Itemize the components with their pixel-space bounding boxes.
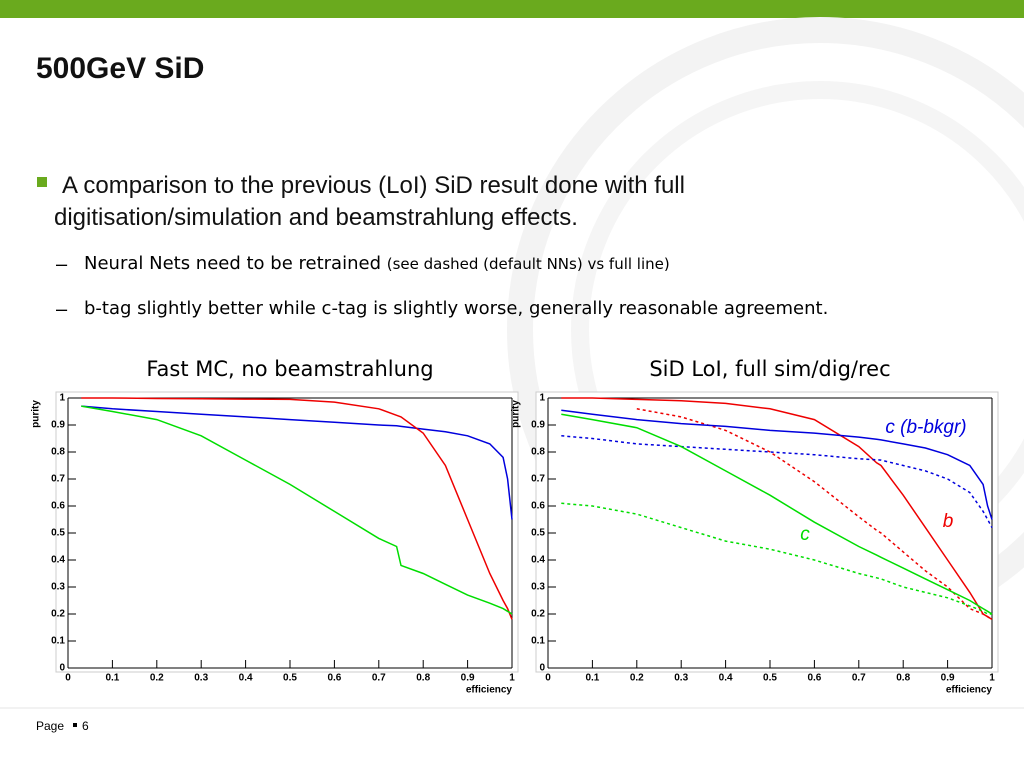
y-tick-label: 0.7 — [51, 474, 65, 485]
series-line — [81, 405, 513, 615]
plot-frame — [55, 391, 519, 673]
y-tick-label: 0.7 — [531, 474, 545, 485]
bullet: A comparison to the previous (LoI) SiD r… — [54, 172, 685, 231]
series-line — [81, 405, 513, 520]
y-tick-label: 0.5 — [531, 528, 545, 539]
y-tick-label: 0.9 — [531, 420, 545, 431]
x-tick-label: 1 — [509, 673, 515, 684]
y-tick-label: 1 — [59, 393, 65, 404]
x-tick-label: 0 — [545, 673, 551, 684]
series-line — [561, 502, 992, 615]
x-axis-label: efficiency — [946, 685, 993, 696]
y-tick-label: 0.3 — [51, 582, 65, 593]
y-axis-label: purity — [511, 400, 522, 428]
y-tick-label: 0.9 — [51, 420, 65, 431]
x-tick-label: 0.3 — [674, 673, 688, 684]
x-tick-label: 0.2 — [150, 673, 164, 684]
x-tick-label: 0.5 — [763, 673, 777, 684]
series-line — [636, 408, 993, 621]
x-tick-label: 1 — [989, 673, 995, 684]
sub-bullet-note: (see dashed (default NNs) vs full line) — [386, 255, 670, 273]
top-bar — [0, 0, 1024, 18]
y-tick-label: 0.4 — [51, 555, 65, 566]
annotation: c — [800, 524, 810, 545]
dash-marker: – — [56, 253, 68, 275]
series-line — [81, 397, 513, 620]
x-tick-label: 0.6 — [807, 673, 821, 684]
annotation: b — [943, 511, 954, 532]
x-tick-label: 0.1 — [585, 673, 599, 684]
y-tick-label: 0.4 — [531, 555, 545, 566]
annotation: c (b-bkgr) — [885, 417, 966, 438]
chart-title: SiD LoI, full sim/dig/rec — [649, 357, 890, 381]
x-tick-label: 0.7 — [372, 673, 386, 684]
footer-label: Page — [36, 719, 65, 733]
y-tick-label: 0.6 — [531, 501, 545, 512]
dash-marker: – — [56, 298, 68, 320]
x-tick-label: 0.2 — [630, 673, 644, 684]
y-tick-label: 0.1 — [531, 636, 545, 647]
sub-bullet-text: Neural Nets need to be retrained — [84, 253, 381, 274]
y-tick-label: 0 — [539, 663, 545, 674]
x-tick-label: 0.7 — [852, 673, 866, 684]
chart-title: Fast MC, no beamstrahlung — [146, 357, 433, 381]
x-tick-label: 0.8 — [416, 673, 430, 684]
x-tick-label: 0.9 — [461, 673, 475, 684]
x-tick-label: 0.1 — [105, 673, 119, 684]
y-tick-label: 0 — [59, 663, 65, 674]
y-tick-label: 0.1 — [51, 636, 65, 647]
bullet-marker — [37, 177, 47, 187]
plot-frame — [535, 391, 999, 673]
y-tick-label: 0.2 — [531, 609, 545, 620]
y-tick-label: 0.8 — [51, 447, 65, 458]
x-axis-label: efficiency — [466, 685, 513, 696]
y-tick-label: 0.3 — [531, 582, 545, 593]
x-tick-label: 0.5 — [283, 673, 297, 684]
series-line — [561, 397, 993, 621]
footer-number: 6 — [82, 719, 89, 733]
sub-bullet: b-tag slightly better while c-tag is sli… — [84, 298, 829, 319]
footer-marker — [73, 723, 77, 727]
series-line — [561, 409, 993, 520]
y-axis-label: purity — [31, 400, 42, 428]
series-line — [561, 413, 993, 615]
x-tick-label: 0.9 — [941, 673, 955, 684]
y-tick-label: 1 — [539, 393, 545, 404]
sub-bullet: Neural Nets need to be retrained (see da… — [84, 253, 670, 274]
x-tick-label: 0.4 — [239, 673, 253, 684]
x-tick-label: 0.8 — [896, 673, 910, 684]
y-tick-label: 0.8 — [531, 447, 545, 458]
x-tick-label: 0.3 — [194, 673, 208, 684]
x-tick-label: 0.6 — [327, 673, 341, 684]
x-tick-label: 0 — [65, 673, 71, 684]
y-tick-label: 0.5 — [51, 528, 65, 539]
y-tick-label: 0.2 — [51, 609, 65, 620]
x-tick-label: 0.4 — [719, 673, 733, 684]
slide-title: 500GeV SiD — [36, 52, 205, 85]
y-tick-label: 0.6 — [51, 501, 65, 512]
